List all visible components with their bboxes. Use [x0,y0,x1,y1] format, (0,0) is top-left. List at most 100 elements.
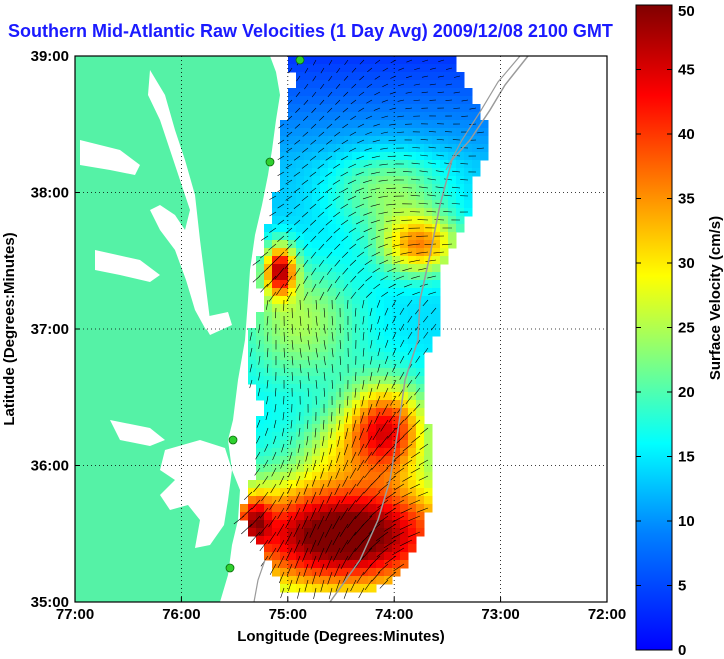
velocity-cell [336,152,345,161]
velocity-cell [312,56,321,65]
velocity-cell [384,304,393,313]
velocity-arrow [350,451,357,464]
velocity-cell [288,184,297,193]
velocity-cell [432,128,441,137]
velocity-cell [296,560,305,569]
velocity-cell [296,224,305,233]
velocity-cell [272,512,281,521]
velocity-arrow [402,443,413,452]
velocity-cell [296,576,305,585]
velocity-cell [320,144,329,153]
velocity-cell [360,480,369,489]
velocity-cell [392,328,401,337]
velocity-cell [288,264,297,273]
velocity-arrow [325,155,333,161]
velocity-arrow [331,347,334,358]
velocity-cell [344,232,353,241]
velocity-cell [320,152,329,161]
velocity-cell [384,432,393,441]
velocity-cell [400,160,409,169]
velocity-cell [408,472,417,481]
velocity-cell [352,56,361,65]
x-tick-label: 74:00 [375,606,413,623]
velocity-cell [424,104,433,113]
velocity-arrow [363,163,373,167]
velocity-cell [352,88,361,97]
velocity-cell [368,232,377,241]
velocity-cell [424,264,433,273]
velocity-cell [304,520,313,529]
velocity-cell [320,72,329,81]
velocity-arrow [350,579,357,592]
velocity-cell [432,184,441,193]
velocity-cell [424,432,433,441]
velocity-cell [256,496,265,505]
velocity-cell [352,392,361,401]
velocity-arrow [355,171,365,176]
velocity-cell [408,456,417,465]
velocity-cell [360,560,369,569]
velocity-arrow [400,339,405,348]
velocity-cell [304,256,313,265]
velocity-cell [376,400,385,409]
velocity-arrow [249,363,253,373]
velocity-arrow [384,355,389,365]
velocity-cell [336,192,345,201]
velocity-arrow [378,211,389,215]
velocity-cell [344,528,353,537]
velocity-cell [256,480,265,489]
velocity-cell [280,440,289,449]
velocity-cell [456,224,465,233]
velocity-cell [280,560,289,569]
velocity-arrow [378,451,389,463]
velocity-arrow [361,395,365,407]
velocity-cell [400,472,409,481]
velocity-cell [264,544,273,553]
velocity-cell [352,136,361,145]
velocity-cell [368,304,377,313]
velocity-cell [312,304,321,313]
velocity-arrow [286,499,293,512]
velocity-arrow [444,146,453,149]
velocity-cell [264,320,273,329]
velocity-cell [432,208,441,217]
velocity-arrow [412,147,421,149]
velocity-arrow [326,123,333,129]
velocity-cell [400,440,409,449]
velocity-arrow [386,459,397,469]
velocity-arrow [289,435,293,445]
velocity-arrow [411,275,421,279]
velocity-cell [248,352,257,361]
velocity-cell [384,536,393,545]
velocity-cell [376,552,385,561]
velocity-cell [368,88,377,97]
velocity-arrow [392,347,397,356]
velocity-cell [384,280,393,289]
velocity-cell [416,384,425,393]
velocity-cell [280,184,289,193]
velocity-cell [280,208,289,217]
velocity-cell [368,560,377,569]
velocity-cell [360,136,369,145]
velocity-cell [336,480,345,489]
velocity-arrow [453,75,461,78]
velocity-cell [344,248,353,257]
velocity-arrow [377,347,381,357]
velocity-cell [352,112,361,121]
velocity-arrow [411,435,421,443]
velocity-cell [384,272,393,281]
velocity-arrow [325,171,333,177]
velocity-arrow [326,235,333,242]
velocity-cell [296,520,305,529]
velocity-cell [360,64,369,73]
velocity-cell [344,448,353,457]
velocity-cell [376,576,385,585]
velocity-arrow [445,83,453,86]
velocity-cell [272,216,281,225]
velocity-arrow [342,123,349,129]
velocity-cell [352,208,361,217]
velocity-cell [344,144,353,153]
velocity-cell [408,128,417,137]
velocity-cell [472,160,481,169]
